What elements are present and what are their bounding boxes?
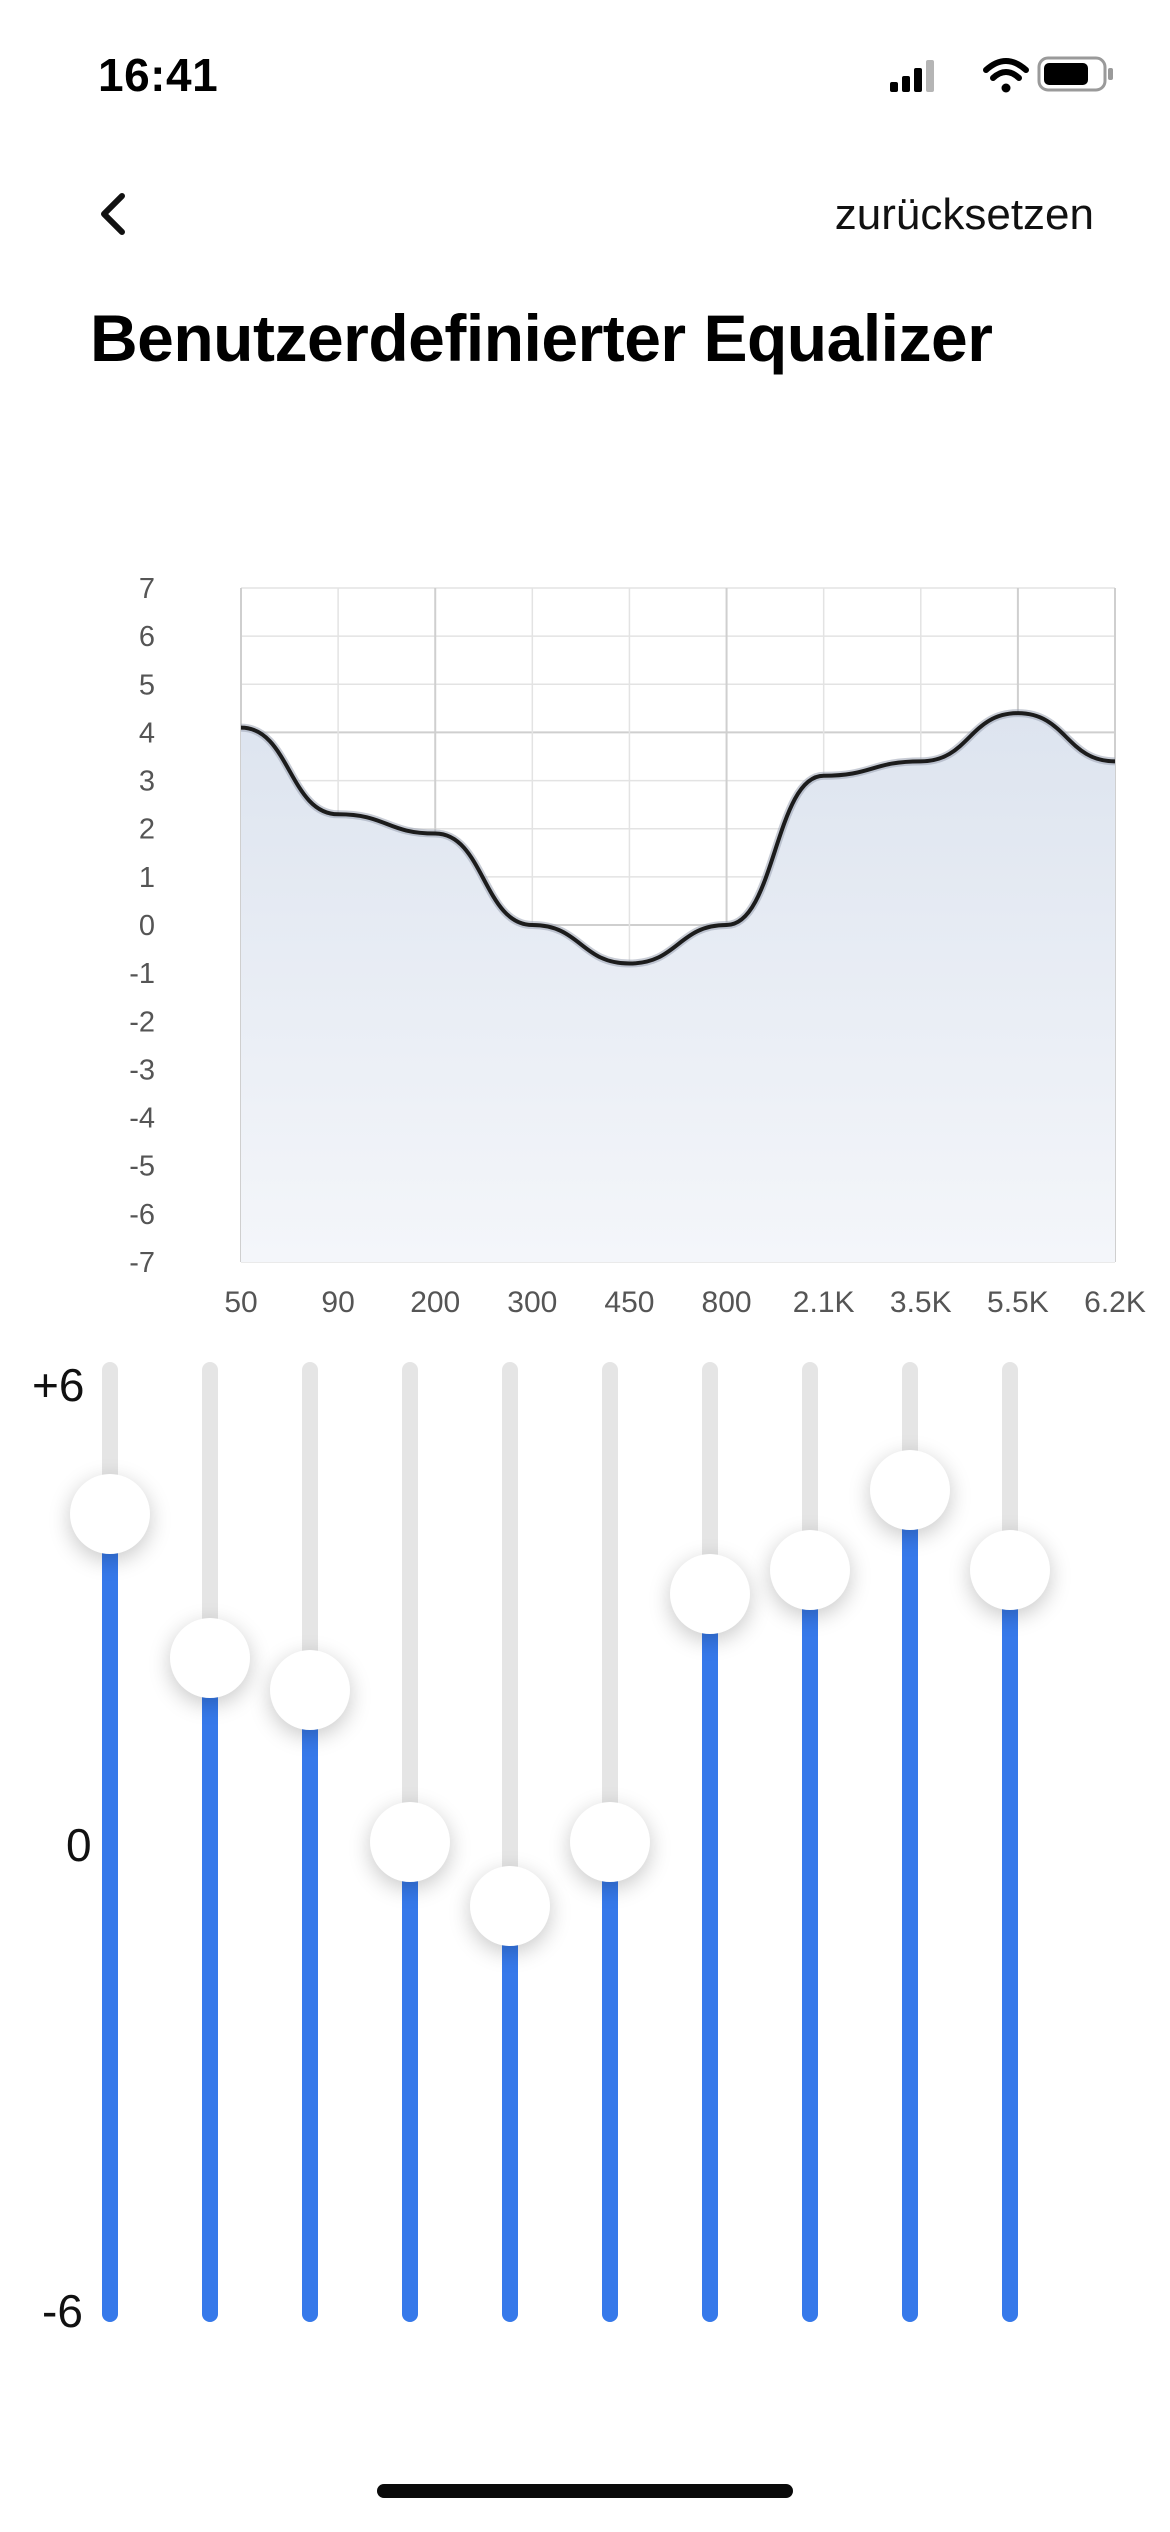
back-button[interactable] bbox=[78, 180, 148, 250]
status-time: 16:41 bbox=[98, 49, 219, 101]
slider-fill bbox=[802, 1570, 818, 2322]
slider-knob[interactable] bbox=[870, 1450, 950, 1530]
curve-area bbox=[241, 713, 1115, 1262]
x-tick-label: 200 bbox=[410, 1286, 460, 1319]
y-tick-label: -1 bbox=[129, 958, 155, 990]
slider-knob[interactable] bbox=[470, 1866, 550, 1946]
y-tick-label: -5 bbox=[129, 1151, 155, 1183]
slider-knob[interactable] bbox=[570, 1802, 650, 1882]
slider-fill bbox=[1002, 1570, 1018, 2322]
band-slider[interactable] bbox=[460, 1350, 560, 2332]
y-tick-label: 1 bbox=[139, 862, 155, 894]
slider-knob[interactable] bbox=[170, 1618, 250, 1698]
y-axis-labels: 7 6 5 4 3 2 1 0 -1 -2 -3 -4 -5 -6 -7 bbox=[129, 573, 155, 1279]
y-tick-label: 2 bbox=[139, 814, 155, 846]
x-tick-label: 800 bbox=[702, 1286, 752, 1319]
page-title: Benutzerdefinierter Equalizer bbox=[90, 301, 993, 375]
y-tick-label: 5 bbox=[139, 669, 155, 701]
y-tick-label: 6 bbox=[139, 621, 155, 653]
slider-fill bbox=[402, 1842, 418, 2322]
band-slider[interactable] bbox=[360, 1350, 460, 2332]
slider-knob[interactable] bbox=[370, 1802, 450, 1882]
x-tick-label: 6.2K bbox=[1084, 1286, 1146, 1319]
x-tick-label: 2.1K bbox=[793, 1286, 855, 1319]
band-slider[interactable] bbox=[860, 1350, 960, 2332]
slider-fill bbox=[102, 1514, 118, 2322]
x-tick-label: 450 bbox=[604, 1286, 654, 1319]
band-slider[interactable] bbox=[660, 1350, 760, 2332]
band-slider[interactable] bbox=[60, 1350, 160, 2332]
slider-knob[interactable] bbox=[70, 1474, 150, 1554]
eq-curve-chart: 7 6 5 4 3 2 1 0 -1 -2 -3 -4 -5 -6 -7 50 90 200 300 450 800 2… bbox=[129, 573, 1146, 1319]
slider-fill bbox=[902, 1490, 918, 2322]
slider-knob[interactable] bbox=[670, 1554, 750, 1634]
slider-fill bbox=[202, 1658, 218, 2322]
x-tick-label: 5.5K bbox=[987, 1286, 1049, 1319]
chevron-left-icon bbox=[101, 193, 125, 235]
y-tick-label: -2 bbox=[129, 1006, 155, 1038]
y-tick-label: -7 bbox=[129, 1247, 155, 1279]
slider-mid-label: 0 bbox=[66, 1819, 92, 1871]
x-tick-label: 300 bbox=[507, 1286, 557, 1319]
slider-knob[interactable] bbox=[970, 1530, 1050, 1610]
reset-button[interactable]: zurücksetzen bbox=[834, 190, 1094, 239]
slider-max-label: +6 bbox=[32, 1359, 85, 1411]
slider-fill bbox=[302, 1690, 318, 2322]
band-slider[interactable] bbox=[260, 1350, 360, 2332]
curve-line bbox=[240, 711, 1116, 966]
battery-icon bbox=[1037, 56, 1113, 92]
band-slider[interactable] bbox=[760, 1350, 860, 2332]
signal-icon bbox=[890, 60, 934, 92]
status-icons bbox=[890, 56, 1113, 93]
slider-knob[interactable] bbox=[270, 1650, 350, 1730]
band-slider[interactable] bbox=[560, 1350, 660, 2332]
y-tick-label: 4 bbox=[139, 717, 155, 749]
slider-knob[interactable] bbox=[770, 1530, 850, 1610]
wifi-icon bbox=[983, 58, 1029, 93]
slider-fill bbox=[602, 1842, 618, 2322]
home-indicator bbox=[377, 2484, 793, 2498]
y-tick-label: -6 bbox=[129, 1199, 155, 1231]
y-tick-label: -3 bbox=[129, 1054, 155, 1086]
slider-fill bbox=[502, 1906, 518, 2322]
x-tick-label: 90 bbox=[321, 1286, 354, 1319]
band-slider[interactable] bbox=[160, 1350, 260, 2332]
x-tick-label: 50 bbox=[224, 1286, 257, 1319]
y-tick-label: 7 bbox=[139, 573, 155, 605]
x-axis-labels: 50 90 200 300 450 800 2.1K 3.5K 5.5K 6.2K bbox=[224, 1286, 1146, 1319]
x-tick-label: 3.5K bbox=[890, 1286, 952, 1319]
slider-fill bbox=[702, 1594, 718, 2322]
band-slider[interactable] bbox=[960, 1350, 1060, 2332]
y-tick-label: -4 bbox=[129, 1103, 155, 1135]
slider-min-label: -6 bbox=[42, 2285, 83, 2337]
y-tick-label: 3 bbox=[139, 766, 155, 798]
y-tick-label: 0 bbox=[139, 910, 155, 942]
